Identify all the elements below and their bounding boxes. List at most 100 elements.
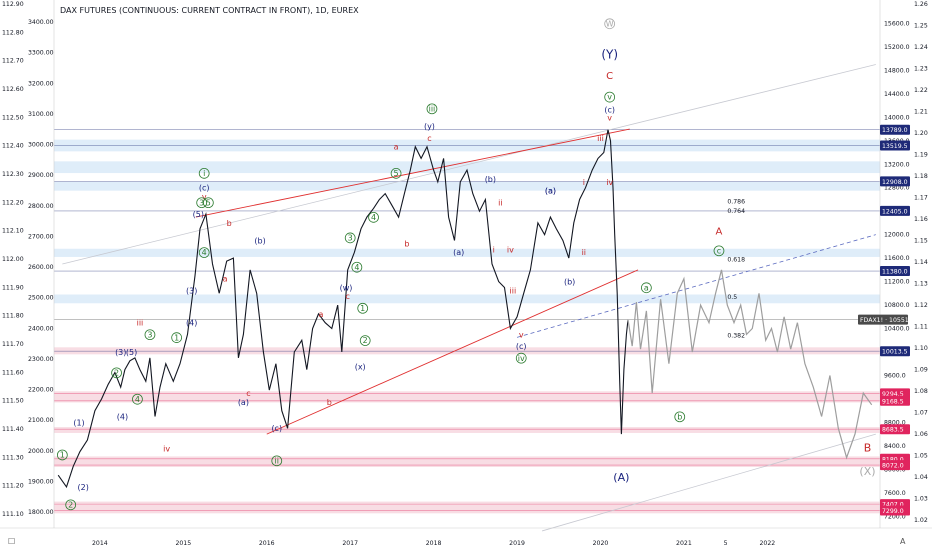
wave-label: (5)	[126, 348, 137, 357]
left-secondary-label: 1800.00	[28, 509, 54, 516]
left-secondary-label: 2200.00	[28, 387, 54, 394]
price-tag-label: 8180.0	[882, 456, 904, 463]
price-tag-box	[880, 460, 910, 471]
wave-label: 3	[147, 330, 152, 339]
wave-label: 1	[60, 451, 65, 460]
left-tick-label: 111.10	[2, 511, 24, 518]
left-secondary-label: 2700.00	[28, 233, 54, 240]
fib-label: 0.786	[727, 199, 745, 206]
left-secondary-label: 2500.00	[28, 295, 54, 302]
wave-label: iii	[510, 286, 517, 295]
wave-label-circle	[65, 499, 77, 511]
right-tick-label: 11200.0	[884, 279, 910, 286]
right-tick-label: 8400.0	[884, 443, 906, 450]
right-ratio-label: 1.18	[914, 173, 928, 180]
zone-band	[54, 294, 880, 304]
wave-label: a	[223, 275, 228, 284]
wave-label: i	[583, 178, 585, 187]
price-tag-label: 8683.5	[882, 427, 904, 434]
price-tag-box	[880, 266, 910, 277]
lower-channel-line	[541, 433, 876, 532]
x-tick-label: 2018	[426, 540, 442, 547]
wave-label: (A)	[613, 471, 629, 484]
right-ratio-label: 1.17	[914, 195, 928, 202]
left-secondary-label: 3000.00	[28, 142, 54, 149]
right-tick-label: 11600.0	[884, 255, 910, 262]
wave-label: 2	[114, 368, 119, 377]
wave-label: v	[607, 93, 612, 102]
chart-title: DAX FUTURES (CONTINUOUS: CURRENT CONTRAC…	[60, 6, 359, 15]
zone-band	[54, 456, 880, 467]
left-tick-label: 112.70	[2, 58, 24, 65]
zone-band	[54, 427, 880, 433]
auto-scale-toggle[interactable]: A	[900, 537, 906, 546]
right-axis: 15600.015200.014800.014400.014000.013600…	[858, 0, 928, 528]
right-ratio-label: 1.16	[914, 216, 928, 223]
wave-label-circle	[171, 332, 183, 343]
left-tick-label: 112.30	[2, 171, 24, 178]
zone-band	[54, 347, 880, 355]
price-tag-box	[880, 140, 910, 151]
wave-label: c	[717, 246, 721, 255]
right-ratio-label: 1.02	[914, 517, 928, 524]
left-tick-label: 111.20	[2, 483, 24, 490]
left-tick-label: 111.70	[2, 341, 24, 348]
price-tag-box	[880, 124, 910, 135]
zone-bands	[54, 139, 880, 514]
wave-label-circle	[198, 247, 210, 258]
right-ratio-label: 1.23	[914, 66, 928, 73]
price-tag-box	[880, 346, 910, 357]
wave-label: c	[427, 134, 431, 143]
wave-label-circle	[604, 91, 616, 103]
wave-label: iv	[507, 245, 514, 254]
wave-label: a	[644, 283, 649, 292]
price-tag-label: 10013.5	[882, 349, 908, 356]
right-ratio-label: 1.10	[914, 345, 928, 352]
left-tick-label: 111.90	[2, 284, 24, 291]
wave-label-circle	[344, 232, 356, 244]
wave-labels: 0.7860.7640.6180.50.382W(Y)Cv(c)viiiivi(…	[56, 18, 876, 511]
x-tick-label: 2021	[676, 540, 692, 547]
wave-label: (3)	[186, 286, 197, 295]
wave-label-circle	[357, 302, 369, 314]
wave-label: (c)	[271, 424, 282, 433]
wave-label: (c)	[199, 184, 210, 193]
wave-label-circle	[144, 329, 156, 341]
left-secondary-label: 3200.00	[28, 80, 54, 87]
wave-label-circle	[641, 282, 652, 294]
wave-label: C	[606, 71, 613, 82]
wave-label: A	[716, 227, 723, 238]
right-tick-label: 8800.0	[884, 419, 906, 426]
price-tag-box	[880, 176, 910, 187]
wave-label: (a)	[545, 187, 556, 196]
wave-label: 5	[206, 198, 211, 207]
x-tick-label: 2020	[593, 540, 609, 547]
x-axis: 2014 2015 2016 2017 2018 2019 2020 2021 5 2022	[0, 527, 932, 547]
wave-label: (4)	[186, 319, 197, 328]
wave-label: 4	[135, 395, 140, 404]
fib-label: 0.764	[727, 208, 745, 215]
upper-channel-line	[62, 64, 876, 265]
right-tick-label: 7200.0	[884, 513, 906, 520]
wave-label: 4	[202, 248, 207, 257]
wave-label: c	[246, 389, 250, 398]
right-ratio-label: 1.03	[914, 496, 928, 503]
price-tag-label: 12405.0	[882, 208, 908, 215]
wave-label: (3)	[115, 348, 126, 357]
wave-label: (5)	[193, 210, 204, 219]
left-secondary-label: 2800.00	[28, 203, 54, 210]
wave-label: b	[227, 219, 232, 228]
price-tag-label: 7299.0	[882, 508, 904, 515]
zone-band	[54, 161, 880, 174]
price-series-line	[57, 129, 629, 489]
price-tag-box	[880, 395, 910, 406]
wave-label-circle	[604, 18, 616, 30]
calendar-icon[interactable]: ☐	[8, 537, 16, 546]
dashed-trend-line	[516, 234, 876, 338]
left-secondary-label: 2900.00	[28, 172, 54, 179]
red-trend-line	[195, 128, 630, 218]
left-tick-label: 111.50	[2, 398, 24, 405]
price-tag-label: 12908.0	[882, 179, 908, 186]
